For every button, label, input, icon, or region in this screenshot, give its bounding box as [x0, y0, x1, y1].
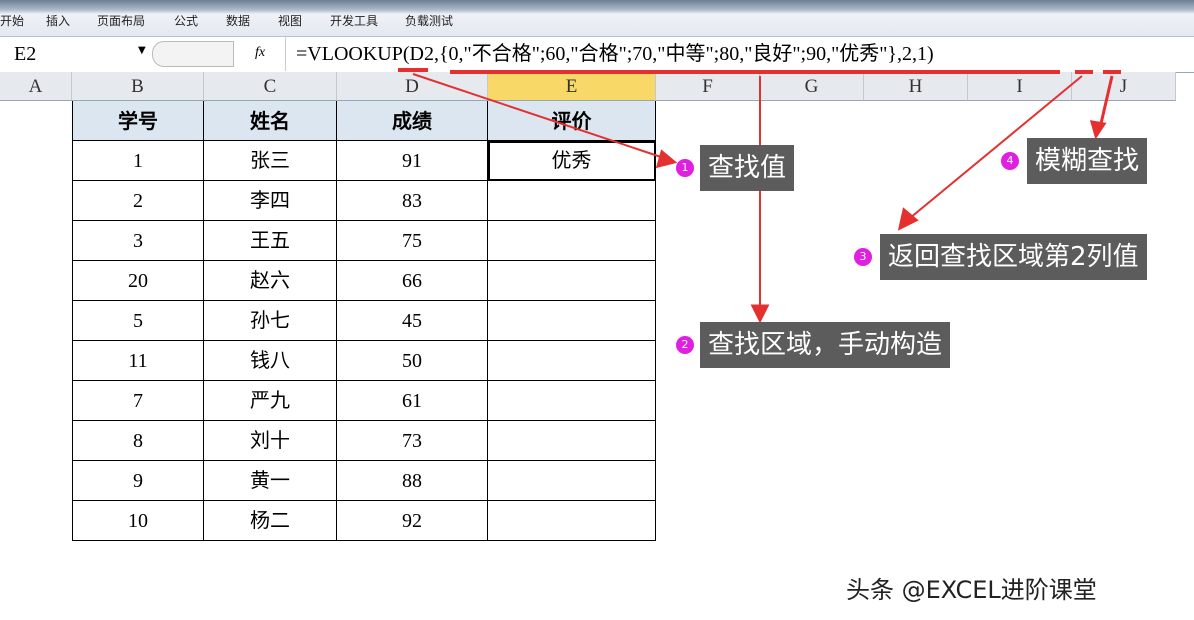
table-cell[interactable]: 20 [72, 261, 204, 301]
arrow-4 [1098, 75, 1114, 129]
badge-4: 4 [1001, 152, 1019, 170]
table-cell[interactable]: 孙七 [204, 301, 337, 341]
table-cell[interactable]: 优秀 [488, 141, 656, 181]
ribbon-tab[interactable]: 页面布局 [97, 14, 146, 28]
table-cell[interactable]: 61 [337, 381, 488, 421]
underline-d2 [398, 68, 428, 72]
table-cell[interactable]: 66 [337, 261, 488, 301]
table-cell[interactable]: 5 [72, 301, 204, 341]
ribbon-tab[interactable]: 公式 [174, 14, 199, 28]
name-box[interactable]: E2 [14, 43, 37, 65]
table-cell[interactable] [488, 341, 656, 381]
badge-1: 1 [676, 159, 694, 177]
column-header-E[interactable]: E [488, 72, 656, 101]
badge-3: 3 [854, 248, 872, 266]
formula-input[interactable]: =VLOOKUP(D2,{0,"不合格";60,"合格";70,"中等";80,… [296, 43, 934, 65]
header-cell[interactable]: 姓名 [204, 101, 337, 141]
table-cell[interactable]: 3 [72, 221, 204, 261]
table-cell[interactable]: 45 [337, 301, 488, 341]
column-header-B[interactable]: B [72, 72, 204, 101]
table-cell[interactable] [488, 221, 656, 261]
ribbon-tab[interactable]: 插入 [46, 14, 71, 28]
column-header-A[interactable]: A [0, 72, 72, 101]
column-header-F[interactable]: F [656, 72, 760, 101]
formula-divider[interactable] [152, 41, 234, 67]
table-cell[interactable]: 赵六 [204, 261, 337, 301]
arrow-1 [412, 73, 665, 159]
header-cell[interactable]: 学号 [72, 101, 204, 141]
table-cell[interactable]: 50 [337, 341, 488, 381]
table-cell[interactable]: 7 [72, 381, 204, 421]
underline-col [1075, 70, 1093, 74]
watermark: 头条 @EXCEL进阶课堂 [846, 576, 1097, 604]
table-cell[interactable]: 10 [72, 501, 204, 541]
dropdown-icon[interactable]: ▼ [138, 45, 146, 56]
table-cell[interactable] [488, 501, 656, 541]
table-cell[interactable]: 王五 [204, 221, 337, 261]
table-cell[interactable]: 8 [72, 421, 204, 461]
column-header-C[interactable]: C [204, 72, 337, 101]
table-cell[interactable]: 2 [72, 181, 204, 221]
column-header-G[interactable]: G [760, 72, 864, 101]
table-cell[interactable]: 9 [72, 461, 204, 501]
callout-approx-match: 模糊查找 [1027, 138, 1148, 184]
table-cell[interactable]: 1 [72, 141, 204, 181]
table-cell[interactable]: 88 [337, 461, 488, 501]
underline-range [1103, 70, 1121, 74]
callout-lookup-range: 查找区域，手动构造 [700, 322, 951, 368]
ribbon-tab[interactable]: 视图 [278, 14, 303, 28]
underline-array [450, 70, 1060, 74]
table-cell[interactable]: 75 [337, 221, 488, 261]
table-cell[interactable]: 严九 [204, 381, 337, 421]
ribbon-tab[interactable]: 开始 [0, 14, 25, 28]
table-cell[interactable]: 83 [337, 181, 488, 221]
table-cell[interactable] [488, 261, 656, 301]
table-cell[interactable]: 73 [337, 421, 488, 461]
fx-icon[interactable]: fx [255, 45, 266, 60]
column-header-J[interactable]: J [1072, 72, 1176, 101]
table-cell[interactable]: 刘十 [204, 421, 337, 461]
table-cell[interactable]: 11 [72, 341, 204, 381]
table-cell[interactable]: 杨二 [204, 501, 337, 541]
table-cell[interactable] [488, 381, 656, 421]
table-cell[interactable]: 李四 [204, 181, 337, 221]
arrow-3 [909, 75, 1083, 219]
column-header-D[interactable]: D [337, 72, 488, 101]
ribbon-tab[interactable]: 数据 [226, 14, 251, 28]
table-cell[interactable]: 92 [337, 501, 488, 541]
column-header-I[interactable]: I [968, 72, 1072, 101]
header-cell[interactable]: 成绩 [337, 101, 488, 141]
callout-lookup-value: 查找值 [700, 145, 795, 191]
callout-return-column: 返回查找区域第2列值 [880, 234, 1147, 280]
table-cell[interactable] [488, 181, 656, 221]
table-cell[interactable] [488, 461, 656, 501]
ribbon: 开始 插入 页面布局 公式 数据 视图 开发工具 负载测试 [0, 0, 1194, 36]
column-header-H[interactable]: H [864, 72, 968, 101]
divider [285, 37, 286, 71]
table-cell[interactable]: 91 [337, 141, 488, 181]
table-cell[interactable]: 张三 [204, 141, 337, 181]
formula-bar: E2 ▼ fx =VLOOKUP(D2,{0,"不合格";60,"合格";70,… [0, 36, 1194, 73]
header-cell[interactable]: 评价 [488, 101, 656, 141]
table-cell[interactable]: 黄一 [204, 461, 337, 501]
table-cell[interactable]: 钱八 [204, 341, 337, 381]
ribbon-tab[interactable]: 负载测试 [405, 14, 454, 28]
badge-2: 2 [676, 336, 694, 354]
ribbon-tab[interactable]: 开发工具 [330, 14, 379, 28]
table-cell[interactable] [488, 421, 656, 461]
table-cell[interactable] [488, 301, 656, 341]
